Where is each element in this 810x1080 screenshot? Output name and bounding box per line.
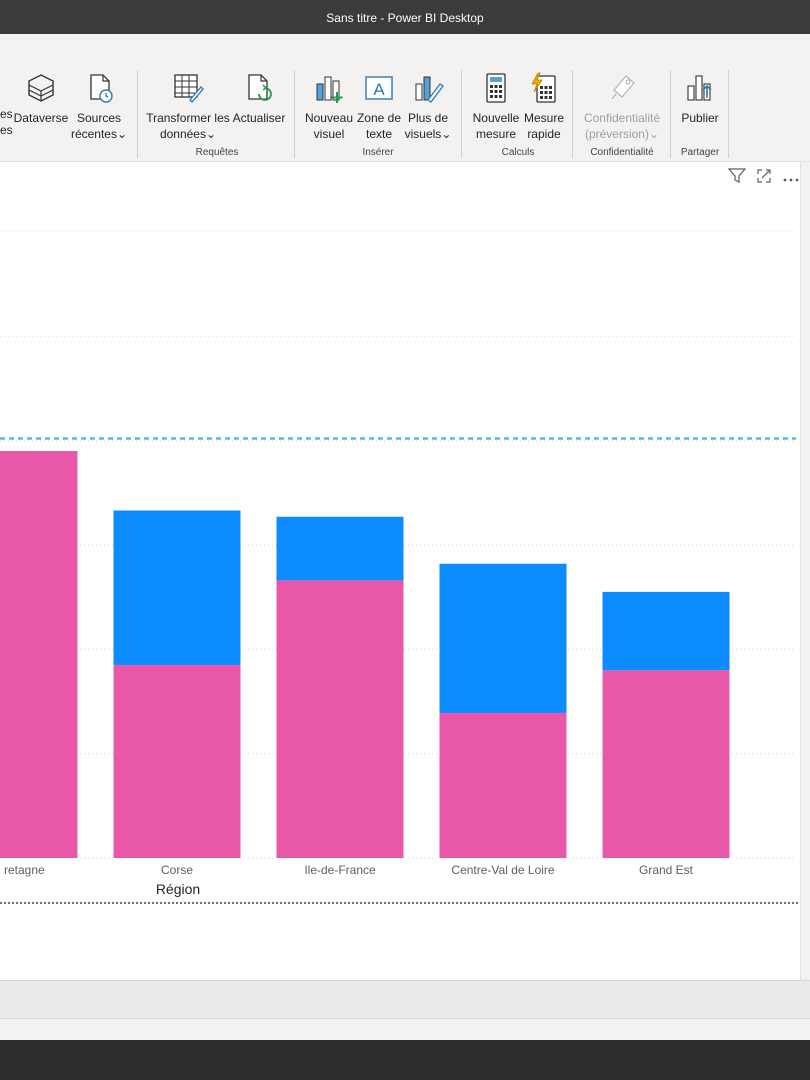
svg-text:A: A — [373, 80, 385, 99]
ribbon-separator — [294, 70, 295, 158]
refresh-button[interactable]: Actualiser — [230, 72, 288, 126]
publish-button[interactable]: Publier — [676, 72, 724, 126]
bar-segment[interactable] — [602, 591, 730, 671]
recent-sources-button[interactable]: Sources récentes⌄ — [70, 72, 128, 142]
x-axis-tick-label: Corse — [161, 863, 193, 877]
bar-segment[interactable] — [113, 664, 241, 858]
new-measure-line1: Nouvelle — [472, 111, 520, 125]
taskbar — [0, 1040, 810, 1080]
text-box-icon: A — [365, 76, 393, 100]
visual-header — [727, 168, 800, 189]
new-visual-button[interactable]: Nouveau visuel — [303, 72, 355, 142]
partial-label-2: es — [0, 123, 13, 137]
bar-segment[interactable] — [113, 510, 241, 665]
ribbon-separator — [137, 70, 138, 158]
publish-icon — [687, 75, 712, 101]
sensitivity-line2: (préversion) — [584, 127, 649, 141]
more-options-icon[interactable] — [782, 170, 800, 188]
dataverse-button[interactable]: Dataverse — [12, 72, 70, 126]
chevron-down-icon: ⌄ — [205, 127, 217, 141]
canvas-scrollbar[interactable] — [800, 162, 810, 980]
new-measure-line2: mesure — [475, 127, 516, 141]
bar-segment[interactable] — [0, 451, 78, 858]
partial-label-1: es — [0, 107, 13, 121]
bar-segment[interactable] — [602, 670, 730, 858]
more-visuals-button[interactable]: Plus de visuels⌄ — [403, 72, 453, 142]
page-tabs-area — [0, 980, 810, 1018]
bar-segment[interactable] — [276, 580, 404, 858]
transform-data-line1: Transformer les — [146, 111, 230, 125]
transform-data-icon — [174, 74, 204, 103]
status-bar — [0, 1018, 810, 1040]
group-label-inserer: Insérer — [362, 147, 394, 158]
bar-segment[interactable] — [439, 563, 567, 713]
group-label-calculs: Calculs — [501, 147, 535, 158]
new-measure-button[interactable]: Nouvelle mesure — [470, 72, 522, 142]
more-visuals-line1: Plus de — [407, 111, 449, 125]
more-visuals-icon — [415, 76, 444, 103]
bar-segment[interactable] — [439, 712, 567, 858]
group-label-requetes: Requêtes — [195, 147, 239, 158]
ribbon-separator — [461, 70, 462, 158]
refresh-icon — [248, 74, 272, 101]
dataverse-icon — [28, 74, 54, 102]
calculator-icon — [486, 73, 506, 103]
chevron-down-icon: ⌄ — [116, 127, 128, 141]
window-title: Sans titre - Power BI Desktop — [326, 11, 484, 25]
x-axis-labels: retagne Corse Ile-de-France Centre-Val de L… — [4, 863, 694, 877]
text-box-line2: texte — [365, 127, 392, 141]
filter-icon[interactable] — [727, 168, 747, 189]
quick-measure-icon — [531, 72, 556, 103]
sensitivity-button[interactable]: Confidentialité (préversion)⌄ — [580, 72, 664, 142]
bars — [0, 451, 730, 858]
group-label-confidentialite: Confidentialité — [590, 147, 654, 158]
recent-sources-line1: Sources — [76, 111, 122, 125]
x-axis-tick-label: Centre-Val de Loire — [451, 863, 554, 877]
dataverse-label: Dataverse — [13, 111, 69, 125]
ribbon-separator — [728, 70, 729, 158]
sensitivity-line1: Confidentialité — [583, 111, 661, 125]
x-axis-title: Région — [156, 881, 200, 897]
bar-segment[interactable] — [276, 516, 404, 581]
sensitivity-label-icon — [611, 75, 635, 100]
new-visual-icon — [316, 76, 343, 103]
x-axis-tick-label: Grand Est — [639, 863, 694, 877]
publish-label: Publier — [681, 111, 719, 125]
ribbon: es es Dataverse Sources récentes⌄ Transf… — [0, 34, 810, 162]
recent-sources-line2: récentes — [70, 127, 117, 141]
refresh-label: Actualiser — [232, 111, 286, 125]
transform-data-line2: données — [159, 127, 206, 141]
new-visual-line1: Nouveau — [304, 111, 354, 125]
transform-data-button[interactable]: Transformer les données⌄ — [146, 72, 230, 142]
chevron-down-icon: ⌄ — [648, 127, 660, 141]
quick-measure-line2: rapide — [527, 127, 561, 141]
new-visual-line2: visuel — [313, 127, 345, 141]
more-visuals-line2: visuels — [404, 127, 442, 141]
title-bar: Sans titre - Power BI Desktop — [0, 0, 810, 34]
stacked-column-chart[interactable]: retagne Corse Ile-de-France Centre-Val de L… — [0, 162, 800, 980]
recent-sources-icon — [90, 74, 113, 103]
group-label-partager: Partager — [680, 147, 720, 158]
chevron-down-icon: ⌄ — [441, 127, 452, 141]
focus-mode-icon[interactable] — [756, 168, 772, 189]
partial-ribbon-button[interactable]: es es — [0, 106, 13, 138]
text-box-line1: Zone de — [356, 111, 402, 125]
ribbon-separator — [572, 70, 573, 158]
quick-measure-line1: Mesure — [523, 111, 564, 125]
ribbon-separator — [670, 70, 671, 158]
quick-measure-button[interactable]: Mesure rapide — [522, 72, 566, 142]
text-box-button[interactable]: A Zone de texte — [355, 72, 403, 142]
report-canvas[interactable]: retagne Corse Ile-de-France Centre-Val de L… — [0, 162, 810, 980]
x-axis-tick-label: Ile-de-France — [304, 863, 376, 877]
x-axis-tick-label: retagne — [4, 863, 45, 877]
